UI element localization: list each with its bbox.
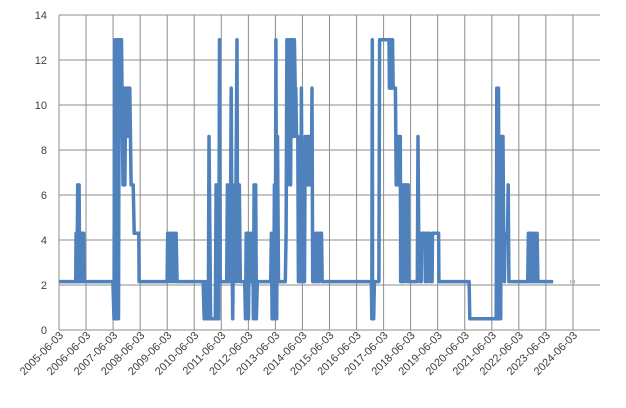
series-layer bbox=[59, 38, 575, 321]
y-tick-label: 12 bbox=[35, 55, 47, 67]
y-tick-label: 0 bbox=[41, 325, 47, 337]
y-tick-label: 8 bbox=[41, 145, 47, 157]
y-axis-tick-labels: 0 2 4 6 8 10 12 14 bbox=[35, 10, 47, 337]
y-tick-label: 4 bbox=[41, 235, 47, 247]
y-tick-label: 6 bbox=[41, 190, 47, 202]
y-tick-label: 2 bbox=[41, 280, 47, 292]
y-tick-label: 14 bbox=[35, 10, 47, 22]
series-line bbox=[59, 38, 554, 321]
y-tick-label: 10 bbox=[35, 100, 47, 112]
vertical-gridlines bbox=[58, 15, 574, 330]
